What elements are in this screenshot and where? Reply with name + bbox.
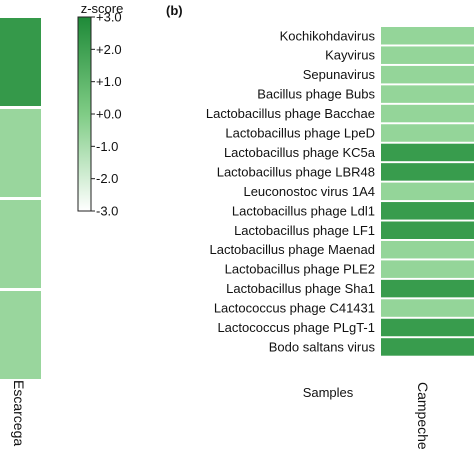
heatmap-b-cell [381,202,474,220]
heatmap-b-cell [381,104,474,123]
colorbar-tick-label: +0.0 [96,107,122,122]
row-label: Lactobacillus phage Maenad [209,242,375,257]
heatmap-b-cell [381,182,474,201]
column-label-escarcega: Escarcega [11,380,27,446]
heatmap-b-cell [381,65,474,84]
row-label: Bacillus phage Bubs [257,87,375,102]
heatmap-b-cell [381,163,474,181]
heatmap-b-cell [381,279,474,298]
heatmap-a-cell [0,291,41,379]
heatmap-a-cell [0,18,41,106]
row-label: Lactobacillus phage PLE2 [225,262,375,277]
heatmap-panel-b [381,27,474,356]
colorbar-tick-label: -2.0 [96,171,118,186]
column-label-campeche: Campeche [415,382,431,450]
row-label: Lactobacillus phage LpeD [225,126,375,141]
row-label: Leuconostoc virus 1A4 [243,184,375,199]
x-axis-label-samples: Samples [303,385,354,400]
heatmap-a-cell [0,109,41,197]
row-label: Lactobacillus phage Sha1 [226,281,375,296]
heatmap-b-cell [381,240,474,259]
heatmap-b-cell [381,143,474,162]
row-label: Sepunavirus [303,67,376,82]
colorbar-tick-label: +1.0 [96,74,122,89]
heatmap-a-cell [0,200,41,288]
row-label: Lactobacillus phage LF1 [234,223,375,238]
row-label: Lactobacillus phage Ldl1 [232,203,375,218]
row-label: Lactococcus phage C41431 [214,301,375,316]
colorbar-tick-label: +3.0 [96,10,122,25]
row-label: Lactococcus phage PLgT-1 [217,320,375,335]
row-label: Bodo saltans virus [269,339,376,354]
heatmap-b-cell [381,221,474,239]
colorbar-tick-label: -3.0 [96,204,118,219]
row-label: Lactobacillus phage LBR48 [217,164,375,179]
colorbar-tick-label: -1.0 [96,139,118,154]
heatmap-b-cell [381,260,474,278]
row-labels-panel-b: Kochikohdavirus Kayvirus Sepunavirus Bacill… [206,28,376,354]
row-label: Kochikohdavirus [280,28,376,43]
heatmap-b-cell [381,299,474,317]
heatmap-b-cell [381,27,474,45]
row-label: Lactobacillus phage KC5a [224,145,376,160]
panel-b-label: (b) [166,3,183,18]
row-label: Lactobacillus phage Bacchae [206,106,375,121]
colorbar-ticks: +3.0 +2.0 +1.0 +0.0 -1.0 -2.0 -3.0 [91,10,122,219]
heatmap-panel-a [0,18,41,379]
heatmap-b-cell [381,85,474,103]
heatmap-b-cell [381,124,474,142]
colorbar-title: z-score [81,1,124,16]
row-label: Kayvirus [325,48,375,63]
heatmap-b-cell [381,318,474,337]
heatmap-b-cell [381,46,474,64]
heatmap-b-cell [381,338,474,356]
colorbar: z-score +3.0 +2.0 +1.0 +0.0 -1.0 -2.0 -3.0 [77,1,124,219]
colorbar-gradient [77,16,92,212]
colorbar-tick-label: +2.0 [96,42,122,57]
